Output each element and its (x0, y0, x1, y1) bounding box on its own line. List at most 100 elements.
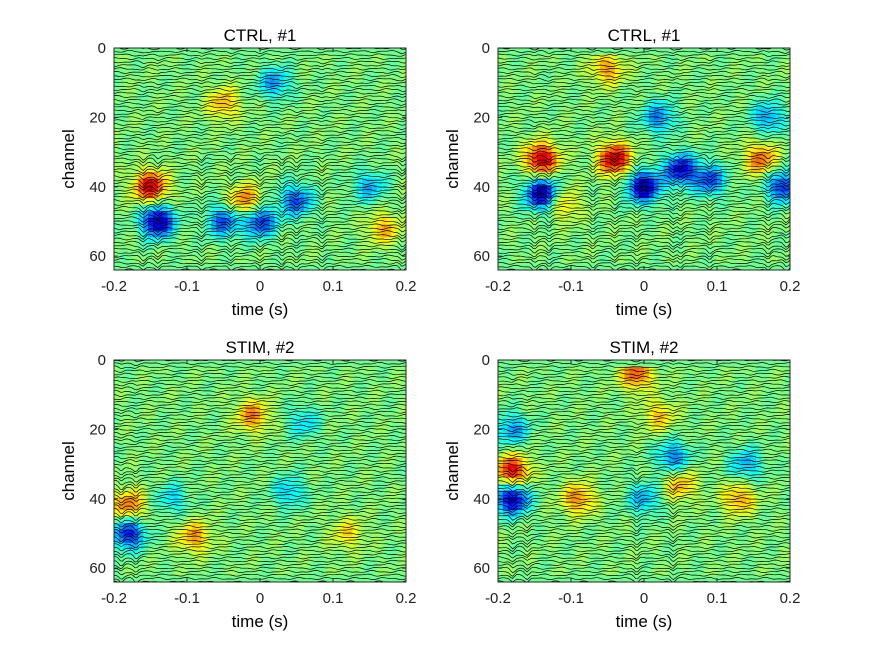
heatmap-cell (298, 54, 305, 62)
heatmap-cell (512, 230, 519, 238)
heatmap-cell (172, 366, 178, 374)
heatmap-cell (702, 263, 708, 270)
heatmap-cell (551, 185, 557, 193)
heatmap-cell (712, 67, 718, 75)
heatmap-cell (648, 106, 655, 114)
heatmap-cell (556, 178, 562, 186)
channel-trace (498, 167, 790, 175)
heatmap-cell (357, 198, 363, 206)
heatmap-cell (590, 93, 596, 101)
heatmap-cell (391, 80, 397, 88)
heatmap-cell (566, 204, 572, 212)
heatmap-cell (648, 230, 655, 238)
heatmap-cell (362, 54, 368, 62)
heatmap-cell (357, 165, 363, 173)
heatmap-cell (225, 61, 232, 69)
heatmap-cell (298, 80, 305, 88)
heatmap-cell (133, 139, 139, 147)
heatmap-cell (182, 74, 188, 82)
heatmap-cell (726, 132, 733, 141)
heatmap-cell (765, 93, 772, 101)
heatmap-cell (245, 126, 251, 134)
heatmap-cell (133, 562, 139, 570)
heatmap-cell (600, 159, 606, 167)
heatmap-cell (634, 165, 640, 173)
heatmap-cell (211, 490, 217, 498)
heatmap-cell (201, 412, 208, 420)
heatmap-cell (575, 61, 582, 69)
heatmap-cell (498, 80, 504, 88)
heatmap-cell (201, 542, 208, 550)
heatmap-cell (187, 477, 193, 485)
heatmap-cell (172, 536, 178, 544)
heatmap-cell (371, 48, 378, 56)
heatmap-cell (143, 80, 149, 88)
heatmap-cell (245, 113, 251, 121)
heatmap-cell (172, 93, 178, 101)
heatmap-cell (187, 191, 193, 199)
heatmap-cell (187, 87, 193, 95)
heatmap-cell (619, 159, 626, 167)
heatmap-cell (731, 224, 738, 232)
heatmap-cell (561, 67, 567, 75)
heatmap-cell (123, 185, 130, 193)
heatmap-cell (362, 139, 368, 147)
heatmap-cell (765, 243, 772, 252)
heatmap-cell (162, 536, 169, 544)
heatmap-cell (726, 139, 733, 147)
heatmap-cell (546, 74, 553, 82)
heatmap-cell (541, 145, 548, 154)
heatmap-cell (721, 256, 728, 265)
channel-trace (114, 202, 406, 210)
heatmap-cell (138, 523, 144, 531)
heatmap-cell (303, 230, 310, 238)
heatmap-cell (157, 418, 164, 426)
heatmap-cell (765, 172, 772, 180)
heatmap-cell (687, 230, 694, 238)
heatmap-cell (396, 250, 402, 258)
heatmap-cell (692, 263, 699, 270)
heatmap-cell (250, 139, 256, 147)
heatmap-cell (162, 263, 169, 270)
heatmap-cell (362, 48, 368, 56)
heatmap-cell (201, 100, 208, 108)
heatmap-cell (114, 392, 120, 400)
heatmap-cell (546, 250, 553, 258)
heatmap-cell (721, 224, 728, 232)
heatmap-cell (206, 464, 212, 472)
heatmap-cell (600, 132, 606, 141)
heatmap-cell (600, 67, 606, 75)
heatmap-cell (668, 54, 674, 62)
heatmap-cell (211, 399, 217, 407)
heatmap-cell (391, 126, 397, 134)
heatmap-cell (152, 438, 159, 446)
heatmap-cell (323, 100, 329, 108)
heatmap-cell (337, 152, 344, 160)
heatmap-cell (736, 204, 742, 212)
heatmap-cell (551, 113, 557, 121)
heatmap-cell (717, 165, 723, 173)
heatmap-cell (279, 243, 285, 252)
heatmap-cell (600, 198, 606, 206)
heatmap-cell (240, 159, 246, 167)
heatmap-cell (498, 93, 504, 101)
heatmap-cell (118, 366, 125, 374)
channel-trace (498, 60, 790, 65)
heatmap-cell (260, 61, 266, 69)
heatmap-cell (775, 250, 781, 258)
heatmap-cell (386, 237, 392, 245)
heatmap-cell (755, 172, 762, 180)
heatmap-cell (157, 497, 164, 505)
heatmap-cell (512, 87, 519, 95)
heatmap-cell (673, 61, 679, 69)
heatmap-cell (274, 191, 281, 199)
heatmap-cell (386, 93, 392, 101)
heatmap-cell (294, 113, 300, 121)
heatmap-cell (206, 379, 212, 387)
heatmap-cell (760, 178, 767, 186)
heatmap-cell (571, 185, 577, 193)
heatmap-cell (780, 61, 786, 69)
heatmap-cell (580, 113, 587, 121)
heatmap-cell (775, 61, 781, 69)
heatmap-cell (138, 503, 144, 511)
